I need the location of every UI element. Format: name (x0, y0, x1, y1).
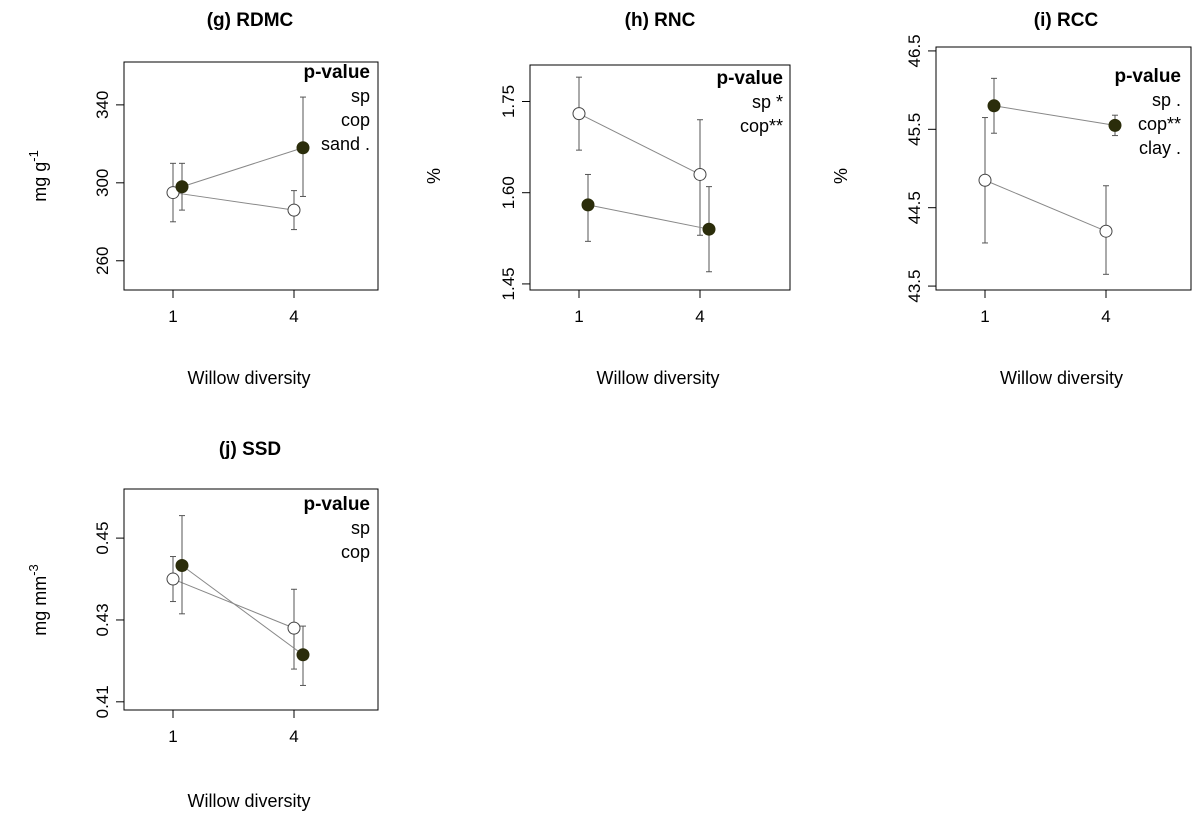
series-line (587, 204, 710, 230)
y-tick-label: 260 (93, 247, 112, 275)
legend-item: clay . (1139, 138, 1181, 158)
series-line (172, 192, 295, 211)
series-line (984, 179, 1107, 232)
x-axis-label: Willow diversity (187, 368, 310, 388)
y-tick-label: 0.43 (93, 603, 112, 636)
series-line (578, 113, 701, 175)
chart-panel-1: (h) RNC 1 4 1.45 1.60 1.75 Willow diversity% p-… (424, 10, 791, 388)
legend-title: p-value (716, 68, 783, 89)
filled-point (175, 180, 189, 194)
filled-point (581, 198, 595, 212)
x-axis-label: Willow diversity (596, 368, 719, 388)
open-point (978, 173, 992, 187)
y-tick-label: 43.5 (905, 270, 924, 303)
y-tick-label: 1.60 (499, 176, 518, 209)
open-point (1099, 224, 1113, 238)
plot-box (935, 46, 1192, 291)
x-axis-label: Willow diversity (187, 791, 310, 811)
filled-point (296, 648, 310, 662)
plot-box (529, 64, 791, 291)
filled-point (296, 141, 310, 155)
x-tick-label: 1 (574, 307, 583, 326)
filled-point (1108, 118, 1122, 132)
series-line (181, 147, 304, 188)
open-point (572, 107, 586, 121)
chart-panel-0: (g) RDMC 1 4 260 300 340 Willow diversity mg g-… (26, 10, 379, 388)
series-line (993, 105, 1116, 126)
chart-panel-2: (i) RCC 1 4 43.5 44.5 45.5 46.5 Willow diversit… (831, 10, 1192, 388)
y-axis-label: mg mm-3 (26, 564, 50, 636)
legend-item: sp . (1152, 90, 1181, 110)
legend-item: sp * (752, 92, 783, 112)
legend-item: sp (351, 518, 370, 538)
y-tick-label: 0.45 (93, 522, 112, 555)
y-tick-label: 340 (93, 91, 112, 119)
x-tick-label: 4 (695, 307, 704, 326)
y-tick-label: 0.41 (93, 685, 112, 718)
filled-point (987, 99, 1001, 113)
y-tick-label: 46.5 (905, 34, 924, 67)
x-tick-label: 1 (168, 727, 177, 746)
open-point (166, 186, 180, 200)
y-axis-label: mg g-1 (26, 150, 50, 202)
panel-title: (i) RCC (1034, 10, 1099, 31)
series-line (181, 565, 304, 656)
y-tick-label: 1.75 (499, 85, 518, 118)
x-tick-label: 4 (1101, 307, 1110, 326)
y-tick-label: 45.5 (905, 113, 924, 146)
y-axis-label: % (831, 168, 851, 184)
y-tick-label: 1.45 (499, 267, 518, 300)
panel-title: (j) SSD (219, 439, 281, 460)
x-tick-label: 1 (980, 307, 989, 326)
filled-point (175, 559, 189, 573)
plot-box (123, 488, 379, 711)
x-tick-label: 1 (168, 307, 177, 326)
open-point (287, 621, 301, 635)
open-point (166, 572, 180, 586)
chart-panel-3: (j) SSD 1 4 0.41 0.43 0.45 Willow diversity mg … (26, 439, 379, 811)
y-tick-label: 300 (93, 169, 112, 197)
legend-title: p-value (1114, 66, 1181, 87)
legend-item: cop (341, 110, 370, 130)
y-axis-label: % (424, 168, 444, 184)
panel-title: (h) RNC (625, 10, 696, 31)
x-tick-label: 4 (289, 307, 298, 326)
x-tick-label: 4 (289, 727, 298, 746)
legend-item: sand . (321, 134, 370, 154)
legend-item: cop (341, 542, 370, 562)
legend-title: p-value (303, 62, 370, 83)
y-tick-label: 44.5 (905, 191, 924, 224)
legend-item: cop** (1138, 114, 1181, 134)
x-axis-label: Willow diversity (1000, 368, 1123, 388)
plot-box (123, 61, 379, 291)
legend-item: sp (351, 86, 370, 106)
panel-title: (g) RDMC (207, 10, 294, 31)
legend-item: cop** (740, 116, 783, 136)
open-point (693, 167, 707, 181)
legend-title: p-value (303, 494, 370, 515)
filled-point (702, 222, 716, 236)
open-point (287, 203, 301, 217)
